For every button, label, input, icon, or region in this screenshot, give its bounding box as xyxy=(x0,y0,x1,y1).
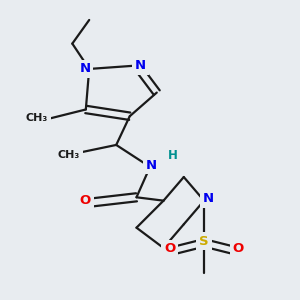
Text: O: O xyxy=(80,194,91,207)
Text: N: N xyxy=(202,193,214,206)
Text: O: O xyxy=(164,242,175,256)
Text: O: O xyxy=(233,242,244,256)
Text: S: S xyxy=(199,235,209,248)
Text: N: N xyxy=(146,159,157,172)
Text: CH₃: CH₃ xyxy=(58,150,80,160)
Text: N: N xyxy=(80,62,91,75)
Text: CH₃: CH₃ xyxy=(26,113,48,123)
Text: H: H xyxy=(168,149,177,163)
Text: N: N xyxy=(135,59,146,72)
